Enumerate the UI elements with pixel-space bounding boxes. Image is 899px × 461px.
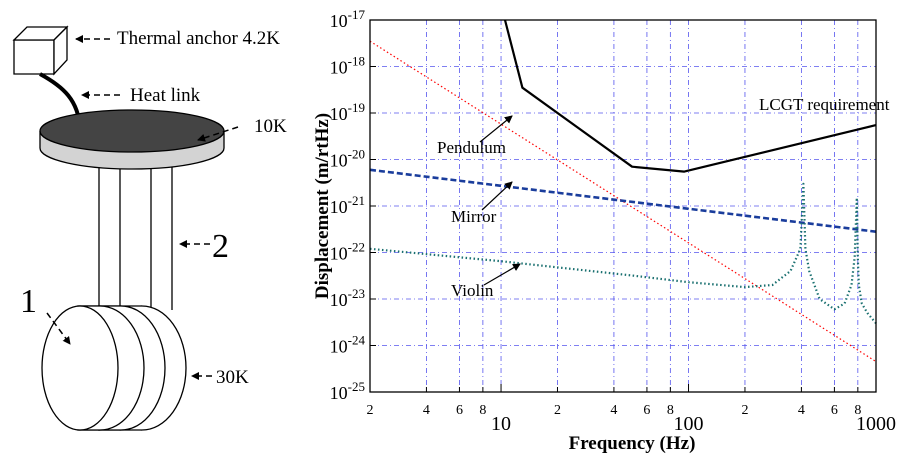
y-tick-label: 10-22 bbox=[330, 240, 365, 264]
callout-arrows bbox=[46, 35, 239, 380]
x-tick-label: 1000 bbox=[856, 413, 896, 435]
x-tick-label: 2 bbox=[554, 403, 561, 418]
suspension-wires bbox=[98, 152, 173, 310]
series-line-mirror bbox=[369, 168, 877, 233]
x-tick-label: 2 bbox=[741, 403, 748, 418]
x-tick-label: 6 bbox=[643, 403, 650, 418]
x-tick-label: 8 bbox=[854, 403, 861, 418]
x-tick-label: 2 bbox=[367, 403, 374, 418]
x-axis-label: Frequency (Hz) bbox=[569, 433, 696, 454]
series-line-violin bbox=[369, 182, 877, 325]
platform-temp-label: 10K bbox=[254, 116, 287, 137]
y-tick-label: 10-17 bbox=[330, 7, 366, 31]
series-label-lcgt: LCGT requirement bbox=[759, 95, 890, 114]
wire-number-label: 2 bbox=[212, 228, 229, 265]
cold-platform bbox=[39, 109, 225, 170]
plot-frame bbox=[369, 19, 877, 393]
thermal-anchor-label: Thermal anchor 4.2K bbox=[117, 28, 280, 49]
chart-series bbox=[369, 19, 877, 363]
mirror-temp-label: 30K bbox=[216, 367, 249, 388]
y-tick-label: 10-25 bbox=[330, 379, 365, 403]
mirror-mass bbox=[41, 305, 187, 431]
series-label-arrows bbox=[479, 115, 521, 286]
x-tick-label: 4 bbox=[423, 403, 430, 418]
x-tick-label: 8 bbox=[479, 403, 486, 418]
y-tick-label: 10-24 bbox=[330, 333, 366, 357]
y-tick-label: 10-21 bbox=[330, 193, 365, 217]
y-tick-labels: 10-17 10-18 10-19 10-20 10-21 10-22 10-23 10-24… bbox=[330, 7, 366, 403]
y-tick-label: 10-20 bbox=[330, 147, 365, 171]
x-tick-label: 4 bbox=[610, 403, 617, 418]
chart-grid bbox=[370, 20, 876, 392]
x-tick-label: 4 bbox=[798, 403, 805, 418]
suspension-diagram: Thermal anchor 4.2K Heat link 10K 2 1 30… bbox=[12, 25, 287, 431]
x-tick-label: 10 bbox=[491, 413, 511, 435]
x-tick-label: 6 bbox=[831, 403, 838, 418]
mirror-number-label: 1 bbox=[20, 283, 37, 320]
y-tick-label: 10-19 bbox=[330, 100, 365, 124]
x-tick-label: 8 bbox=[667, 403, 674, 418]
series-label-pendulum: Pendulum bbox=[437, 138, 506, 157]
chart-ticks bbox=[369, 19, 877, 393]
series-label-mirror: Mirror bbox=[451, 207, 497, 226]
heat-link-label: Heat link bbox=[130, 85, 201, 106]
y-tick-label: 10-18 bbox=[330, 54, 365, 78]
thermal-anchor-cube bbox=[12, 25, 69, 76]
y-axis-label: Displacement (m/rtHz) bbox=[312, 113, 333, 299]
x-tick-label: 100 bbox=[674, 413, 704, 435]
x-tick-label: 6 bbox=[456, 403, 463, 418]
series-line-lcgt-requirement bbox=[503, 19, 877, 173]
series-label-violin: Violin bbox=[451, 281, 494, 300]
y-tick-label: 10-23 bbox=[330, 286, 365, 310]
